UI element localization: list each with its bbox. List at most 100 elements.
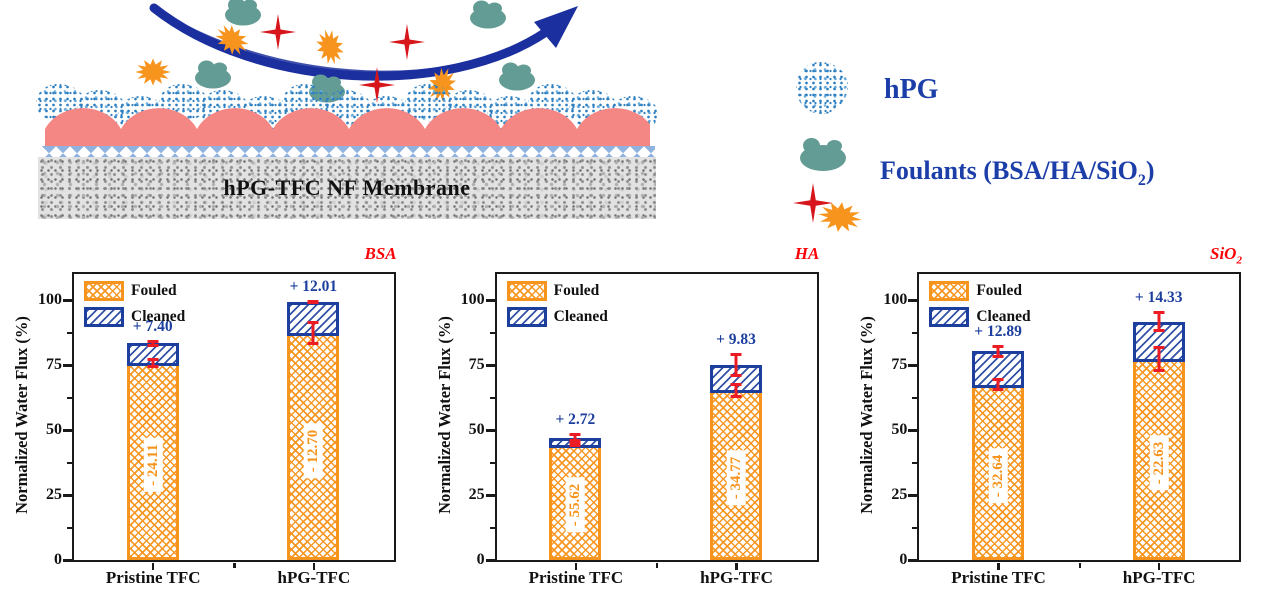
chart-title-text: HA xyxy=(794,244,820,263)
x-tick xyxy=(574,563,578,570)
y-tick-label: 75 xyxy=(891,355,908,373)
error-bar xyxy=(307,321,319,346)
foulant-cloud-icon xyxy=(499,62,535,91)
x-tick xyxy=(312,563,316,570)
chart-panel-ha: HA Normalized Water Flux (%) - 55.62 + 2.72… xyxy=(423,244,846,592)
x-category-label: hPG-TFC xyxy=(1122,568,1196,587)
chart-title-subscript: 2 xyxy=(1236,254,1242,267)
y-tick-label: 75 xyxy=(468,355,485,373)
membrane-label: hPG-TFC NF Membrane xyxy=(223,175,471,200)
y-minor-tick xyxy=(67,396,72,400)
y-tick xyxy=(485,429,495,432)
crossflow-arrow-icon xyxy=(149,3,578,81)
flux-recovery-label: + 12.89 xyxy=(974,322,1022,340)
error-bar xyxy=(569,442,581,447)
legend-label: Cleaned xyxy=(131,308,186,325)
error-bar xyxy=(1153,311,1165,332)
chart-panel-sio2: SiO2 Normalized Water Flux (%) - 32.64 + 12… xyxy=(845,244,1268,592)
legend-label: Fouled xyxy=(976,282,1022,299)
y-tick xyxy=(908,494,918,497)
x-minor-tick xyxy=(1078,563,1082,568)
flux-recovery-label: + 9.83 xyxy=(716,331,756,349)
foulant-cloud-icon xyxy=(195,60,231,89)
y-tick-label: 100 xyxy=(883,290,908,308)
flux-recovery-label: + 7.40 xyxy=(132,317,173,335)
cleaned-swatch xyxy=(506,307,547,327)
error-bar xyxy=(147,357,159,369)
schematic-legend: hPG Foulants (BSA/HA/SiO2) xyxy=(770,50,1250,230)
flux-recovery-label: + 12.01 xyxy=(289,277,338,295)
plot-area: - 55.62 + 2.72 - 34.77 + 9.83 Fouled Cleaned xyxy=(494,272,819,562)
fouled-swatch xyxy=(929,281,970,301)
y-tick xyxy=(485,299,495,302)
bar-fouled: - 12.70 xyxy=(287,333,340,560)
legend-item: Cleaned xyxy=(929,307,1031,327)
y-tick xyxy=(63,299,72,302)
legend-label: Fouled xyxy=(553,282,600,299)
charts-row: BSA Normalized Water Flux (%) - 24.11 + 7.4… xyxy=(0,244,1268,592)
error-bar xyxy=(307,299,319,305)
y-tick-label: 25 xyxy=(468,485,485,503)
membrane-active-layer-base xyxy=(45,141,650,150)
foulants-legend-label: Foulants (BSA/HA/SiO2) xyxy=(880,156,1155,190)
legend-item: Cleaned xyxy=(84,307,185,327)
bar-flux-decline-label: - 12.70 xyxy=(304,423,323,479)
y-tick-label: 0 xyxy=(476,550,485,568)
foulants-label-main: Foulants (BSA/HA/SiO xyxy=(880,156,1138,185)
y-tick xyxy=(485,494,495,497)
y-tick-label: 50 xyxy=(46,420,62,438)
x-tick xyxy=(997,563,1000,570)
y-tick xyxy=(908,559,918,562)
legend-label: Cleaned xyxy=(553,308,608,325)
y-minor-tick xyxy=(489,461,495,465)
x-tick xyxy=(1157,563,1161,570)
chart-panel-bsa: BSA Normalized Water Flux (%) - 24.11 + 7.4… xyxy=(0,244,423,592)
bar-flux-decline-label: - 32.64 xyxy=(988,448,1008,504)
y-tick xyxy=(485,559,495,562)
membrane-support-layer: hPG-TFC NF Membrane xyxy=(38,157,656,219)
y-tick xyxy=(908,299,918,302)
x-category-label: Pristine TFC xyxy=(951,568,1046,587)
membrane-schematic: hPG-TFC NF Membrane xyxy=(0,0,700,244)
bar-fouled: - 32.64 xyxy=(972,384,1025,560)
y-tick xyxy=(908,429,918,432)
error-bar xyxy=(730,382,742,399)
x-tick xyxy=(151,563,155,570)
y-tick-label: 100 xyxy=(38,290,62,308)
flux-recovery-label: + 14.33 xyxy=(1134,289,1183,307)
chart-title: SiO2 xyxy=(1210,244,1242,266)
chart-title-text: SiO xyxy=(1210,244,1237,263)
membrane-active-layer-scallops xyxy=(45,108,650,144)
plot-legend: Fouled Cleaned xyxy=(84,281,185,333)
error-bar xyxy=(147,339,159,348)
y-tick xyxy=(908,364,918,367)
fouled-swatch xyxy=(84,281,124,301)
y-tick xyxy=(485,364,495,367)
flux-recovery-label: + 2.72 xyxy=(555,410,596,428)
bar-flux-decline-label: - 34.77 xyxy=(726,451,746,506)
y-tick-label: 50 xyxy=(891,420,908,438)
foulant-cloud-icon xyxy=(800,138,846,171)
plot-area: - 24.11 + 7.40 - 12.70 + 12.01 Fouled Cleaned xyxy=(72,272,396,562)
y-minor-tick xyxy=(489,396,495,400)
error-bar xyxy=(1153,345,1165,372)
y-tick-label: 0 xyxy=(54,550,62,568)
y-minor-tick xyxy=(489,526,495,530)
chart-title-text: BSA xyxy=(364,244,397,263)
cleaned-swatch xyxy=(929,307,970,327)
legend-label: Fouled xyxy=(131,282,177,299)
x-category-label: hPG-TFC xyxy=(700,568,773,587)
foulant-cloud-icon xyxy=(225,0,261,26)
x-category-label: Pristine TFC xyxy=(528,568,624,587)
y-tick-label: 100 xyxy=(460,290,485,308)
hpg-legend-label: hPG xyxy=(884,74,939,105)
y-minor-tick xyxy=(912,331,918,335)
y-minor-tick xyxy=(489,331,495,335)
error-bar xyxy=(569,432,581,443)
y-tick-label: 0 xyxy=(899,550,908,568)
legend-item: Cleaned xyxy=(506,307,608,327)
x-category-label: Pristine TFC xyxy=(105,568,201,587)
legend-item: Fouled xyxy=(929,281,1030,301)
plot-legend: Fouled Cleaned xyxy=(929,281,1031,333)
